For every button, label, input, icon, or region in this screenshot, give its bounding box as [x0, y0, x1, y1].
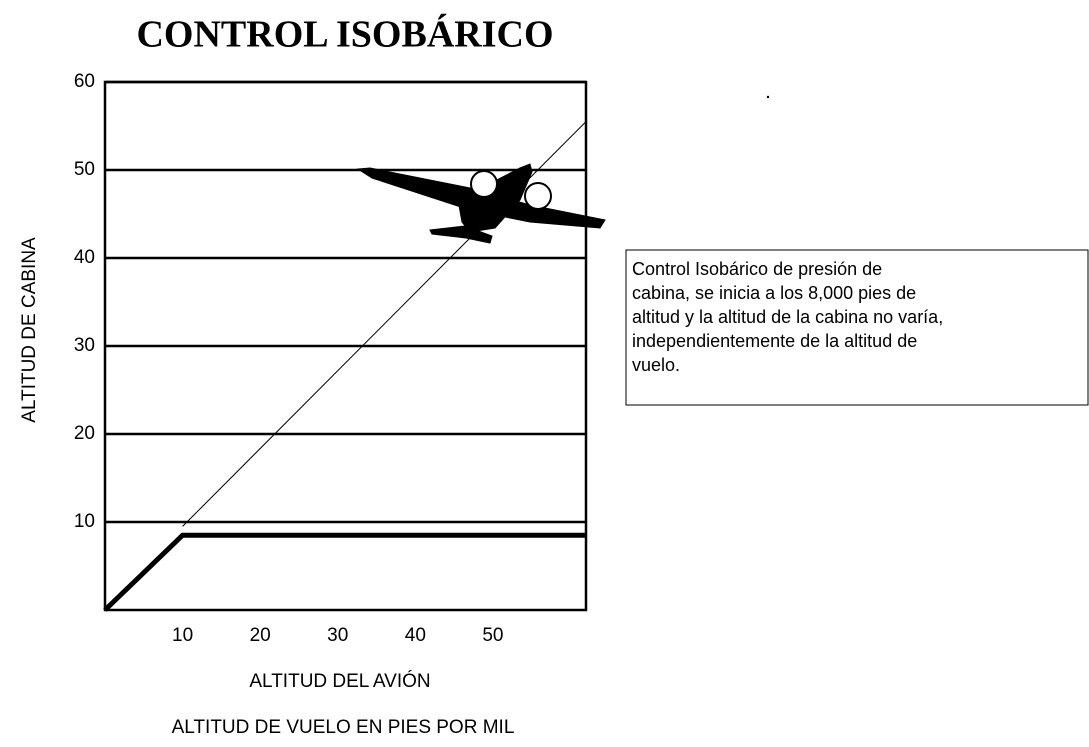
- x-tick-label: 20: [250, 625, 271, 646]
- y-axis-label: ALTITUD DE CABINA: [19, 237, 40, 423]
- y-tick-label: 10: [74, 511, 95, 532]
- y-tick-label: 60: [74, 71, 95, 92]
- annotation-line: independientemente de la altitud de: [632, 331, 917, 351]
- y-tick-label: 30: [74, 335, 95, 356]
- x-tick-label: 50: [482, 625, 503, 646]
- chart-title: CONTROL ISOBÁRICO: [136, 14, 553, 56]
- dot: [767, 96, 769, 98]
- y-tick-label: 50: [74, 159, 95, 180]
- y-tick-label: 20: [74, 423, 95, 444]
- engine: [471, 171, 497, 197]
- x-axis-sublabel: ALTITUD DE VUELO EN PIES POR MIL: [172, 717, 515, 738]
- x-tick-label: 10: [172, 625, 193, 646]
- fuselage: [458, 164, 532, 232]
- annotation-line: cabina, se inicia a los 8,000 pies de: [632, 283, 916, 303]
- plot-area: 10 20 30 40 50 60 10 20 30 40 50: [74, 71, 586, 646]
- x-tick-label: 30: [327, 625, 348, 646]
- y-tick-label: 40: [74, 247, 95, 268]
- line-series: [105, 535, 586, 610]
- annotation-line: Control Isobárico de presión de: [632, 259, 882, 279]
- annotation-line: altitud y la altitud de la cabina no var…: [632, 307, 943, 327]
- x-tick-label: 40: [405, 625, 426, 646]
- airplane: [358, 164, 605, 243]
- annotation-line: vuelo.: [632, 355, 680, 375]
- chart: CONTROL ISOBÁRICO ALTITUD DE CABINA ALTI…: [0, 0, 1089, 747]
- x-axis-label: ALTITUD DEL AVIÓN: [249, 670, 430, 692]
- engine: [525, 183, 551, 209]
